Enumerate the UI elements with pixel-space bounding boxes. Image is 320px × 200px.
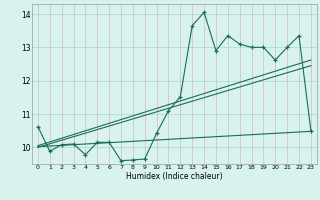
- X-axis label: Humidex (Indice chaleur): Humidex (Indice chaleur): [126, 172, 223, 181]
